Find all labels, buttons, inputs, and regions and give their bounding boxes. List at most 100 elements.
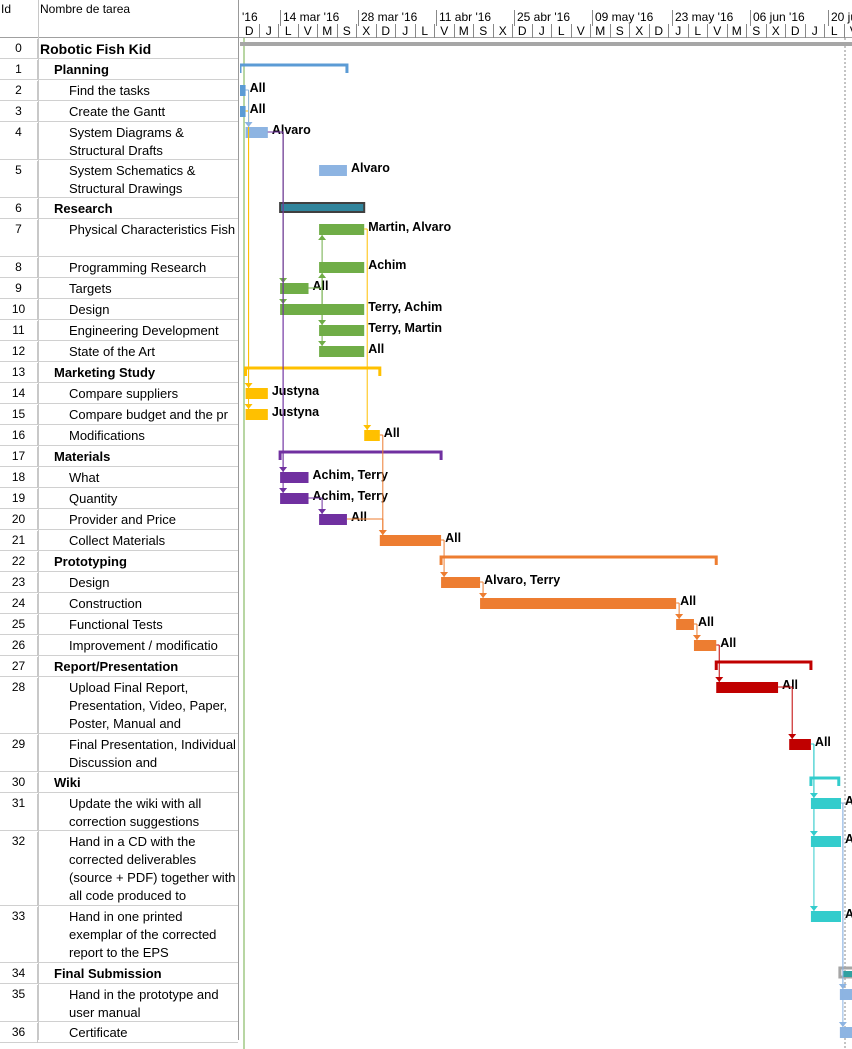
task-row[interactable]: 25 Functional Tests (0, 614, 238, 635)
task-name[interactable]: Provider and Price (69, 512, 176, 527)
task-name[interactable]: Hand in one printed exemplar of the corr… (69, 909, 217, 960)
task-name[interactable]: Prototyping (54, 554, 127, 569)
task-name[interactable]: System Schematics & Structural Drawings (69, 163, 196, 196)
task-name[interactable]: Wiki (54, 775, 81, 790)
timescale-day-label: V (435, 24, 455, 38)
task-row[interactable]: 20 Provider and Price (0, 509, 238, 530)
task-name[interactable]: Collect Materials (69, 533, 166, 548)
task-name[interactable]: Final Submission (54, 966, 162, 981)
task-row[interactable]: 32 Hand in a CD with the corrected delive… (0, 831, 238, 906)
task-row[interactable]: 36 Certificate (0, 1022, 238, 1043)
summary-row[interactable]: 27 Report/Presentation (0, 656, 238, 677)
task-row[interactable]: 5 System Schematics & Structural Drawings (0, 160, 238, 198)
table-chart-divider[interactable] (238, 0, 239, 1040)
resource-label: All (815, 735, 831, 749)
task-row[interactable]: 21 Collect Materials (0, 530, 238, 551)
task-row[interactable]: 35 Hand in the prototype and user manual (0, 984, 238, 1022)
task-row[interactable]: 28 Upload Final Report, Presentation, Vid… (0, 677, 238, 734)
task-name[interactable]: Design (69, 302, 110, 317)
task-name[interactable]: Hand in the prototype and user manual (69, 987, 219, 1020)
task-name[interactable]: Functional Tests (69, 617, 163, 632)
task-name[interactable]: Marketing Study (54, 365, 156, 380)
dependency-link (441, 539, 445, 577)
task-row[interactable]: 12 State of the Art (0, 341, 238, 362)
task-name[interactable]: Improvement / modificatio (69, 638, 218, 653)
timescale-date-label: 06 jun '16 (750, 10, 805, 26)
task-row[interactable]: 9 Targets (0, 278, 238, 299)
task-name[interactable]: Compare budget and the pr (69, 407, 228, 422)
resource-label: All (368, 342, 384, 356)
dependency-arrow-icon (244, 122, 253, 127)
task-name[interactable]: Final Presentation, Individual Discussio… (69, 737, 236, 770)
summary-row[interactable]: 6 Research (0, 198, 238, 219)
task-name[interactable]: Certificate (69, 1025, 128, 1040)
task-name[interactable]: Quantity (69, 491, 118, 506)
task-name[interactable]: Planning (54, 62, 109, 77)
task-row[interactable]: 31 Update the wiki with all correction su… (0, 793, 238, 831)
task-name[interactable]: Robotic Fish Kid (40, 41, 152, 57)
task-name[interactable]: Programming Research (69, 260, 207, 275)
dependency-arrow-icon (318, 235, 327, 240)
task-name-column-header[interactable]: Nombre de tarea (40, 2, 131, 16)
task-row[interactable]: 3 Create the Gantt (0, 101, 238, 122)
task-row[interactable]: 33 Hand in one printed exemplar of the co… (0, 906, 238, 963)
summary-row[interactable]: 17 Materials (0, 446, 238, 467)
task-row[interactable]: 8 Programming Research (0, 257, 238, 278)
task-name[interactable]: State of the Art (69, 344, 155, 359)
task-row[interactable]: 24 Construction (0, 593, 238, 614)
task-row[interactable]: 15 Compare budget and the pr (0, 404, 238, 425)
task-row[interactable]: 26 Improvement / modificatio (0, 635, 238, 656)
task-bar (839, 1027, 852, 1038)
timescale-day-label: J (396, 24, 416, 38)
task-name[interactable]: Targets (69, 281, 112, 296)
task-name[interactable]: Find the tasks (69, 83, 150, 98)
task-row[interactable]: 4 System Diagrams & Structural Drafts (0, 122, 238, 160)
timescale-day-label: V (299, 24, 318, 38)
task-row[interactable]: 16 Modifications (0, 425, 238, 446)
summary-row[interactable]: 13 Marketing Study (0, 362, 238, 383)
task-name[interactable]: Research (54, 201, 113, 216)
summary-row[interactable]: 30 Wiki (0, 772, 238, 793)
task-name[interactable]: Report/Presentation (54, 659, 179, 674)
task-id: 22 (0, 552, 38, 572)
summary-row[interactable]: 1 Planning (0, 59, 238, 80)
task-name[interactable]: Engineering Development (69, 323, 219, 338)
task-name[interactable]: Compare suppliers (69, 386, 179, 401)
task-name[interactable]: Construction (69, 596, 142, 611)
timescale-day-label: X (630, 24, 650, 38)
task-name[interactable]: Upload Final Report, Presentation, Video… (69, 680, 228, 731)
task-row[interactable]: 11 Engineering Development (0, 320, 238, 341)
task-row[interactable]: 23 Design (0, 572, 238, 593)
task-row[interactable]: 18 What (0, 467, 238, 488)
task-name[interactable]: Materials (54, 449, 111, 464)
task-bar (480, 598, 677, 609)
task-name[interactable]: Update the wiki with all correction sugg… (69, 796, 202, 829)
task-name[interactable]: Design (69, 575, 110, 590)
task-row[interactable]: 2 Find the tasks (0, 80, 238, 101)
timescale-day-label: M (318, 24, 338, 38)
task-name[interactable]: System Diagrams & Structural Drafts (69, 125, 184, 158)
task-row[interactable]: 19 Quantity (0, 488, 238, 509)
task-name[interactable]: Modifications (69, 428, 145, 443)
task-name[interactable]: Hand in a CD with the corrected delivera… (69, 834, 236, 903)
resource-label: A (845, 832, 852, 846)
dependency-arrow-icon (715, 677, 724, 682)
task-name[interactable]: Create the Gantt (69, 104, 166, 119)
task-row[interactable]: 10 Design (0, 299, 238, 320)
id-column-header[interactable]: Id (1, 2, 12, 16)
summary-bar (278, 450, 443, 460)
timescale-day-label: X (494, 24, 513, 38)
task-name[interactable]: What (69, 470, 100, 485)
timescale-day-label: M (728, 24, 747, 38)
task-row[interactable]: 14 Compare suppliers (0, 383, 238, 404)
task-row[interactable]: 7 Physical Characteristics Fish (0, 219, 238, 257)
task-name[interactable]: Physical Characteristics Fish (69, 222, 236, 237)
dependency-arrow-icon (788, 734, 797, 739)
project-row[interactable]: 0 Robotic Fish Kid (0, 38, 238, 59)
summary-row[interactable]: 22 Prototyping (0, 551, 238, 572)
task-bar (280, 472, 309, 483)
task-bar (789, 739, 811, 750)
task-row[interactable]: 29 Final Presentation, Individual Discuss… (0, 734, 238, 772)
dependency-arrow-icon (378, 530, 387, 535)
summary-row[interactable]: 34 Final Submission (0, 963, 238, 984)
